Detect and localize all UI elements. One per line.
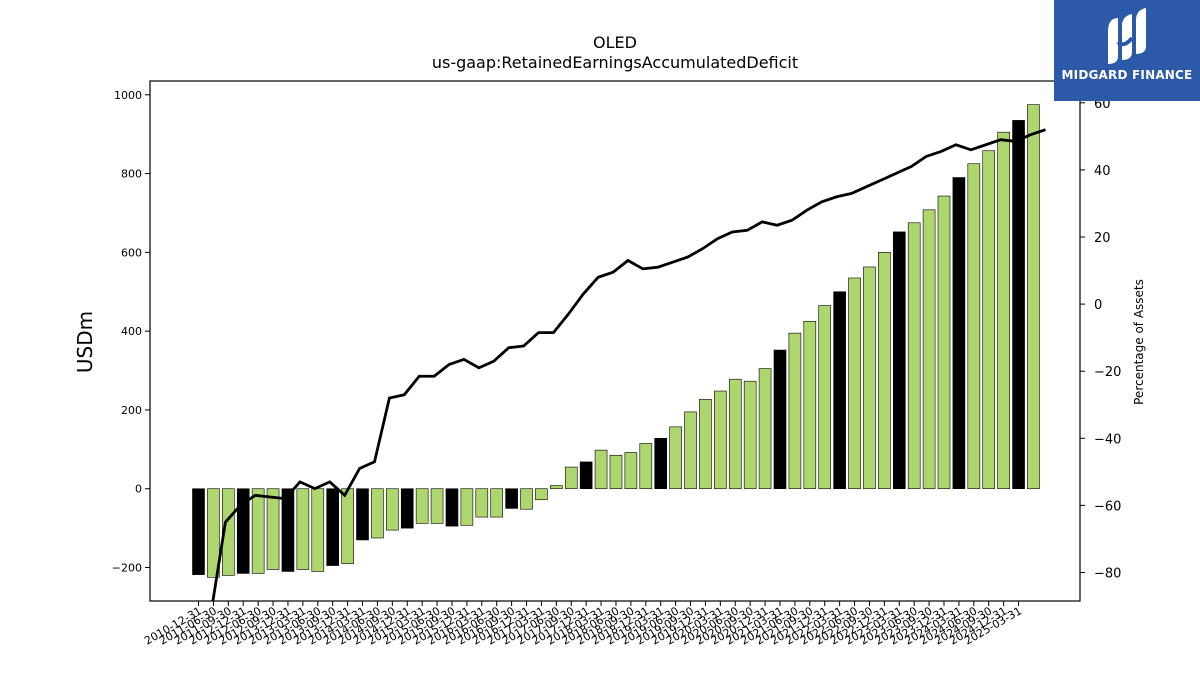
bar-54 [997, 131, 1010, 490]
bar-24 [550, 485, 563, 490]
plot-frame [149, 80, 1081, 602]
y-tick-label-0: −200 [112, 562, 142, 575]
bar-47 [892, 231, 906, 490]
bar-16 [430, 488, 444, 524]
bar-38 [758, 368, 772, 490]
bar-12 [371, 488, 384, 539]
bar-20 [490, 488, 504, 518]
bar-14 [400, 488, 414, 529]
bar-32 [669, 426, 682, 490]
bar-44 [848, 277, 861, 490]
bar-15 [415, 488, 429, 524]
bar-2 [222, 488, 235, 576]
y-axis-label: USDm [73, 311, 97, 373]
logo-text: MIDGARD FINANCE [1061, 68, 1193, 82]
bar-40 [788, 332, 802, 490]
bar-30 [639, 443, 653, 490]
bar-26 [579, 461, 593, 490]
bar-34 [699, 398, 712, 490]
chart-subtitle: us-gaap:RetainedEarningsAccumulatedDefic… [432, 53, 798, 72]
bar-33 [684, 411, 697, 490]
bar-6 [281, 488, 295, 572]
y-tick-label-3: 400 [121, 325, 142, 338]
bar-41 [803, 320, 817, 490]
bar-51 [952, 177, 966, 490]
bar-35 [714, 390, 727, 490]
bar-22 [520, 488, 533, 510]
y-tick-label-1: 0 [135, 483, 142, 496]
bar-5 [266, 488, 280, 570]
bar-4 [251, 488, 265, 574]
bar-46 [878, 252, 891, 490]
bar-9 [326, 488, 339, 566]
bar-56 [1027, 104, 1040, 490]
y-tick-label-2: 200 [121, 404, 142, 417]
y2-tick-label-5: 20 [1094, 231, 1111, 246]
bar-10 [341, 488, 354, 564]
bar-29 [624, 452, 638, 490]
assets-percentage-line [211, 128, 1046, 601]
bar-52 [967, 163, 981, 490]
bar-48 [907, 222, 921, 490]
bar-3 [236, 488, 250, 574]
bar-50 [937, 195, 951, 490]
bar-17 [445, 488, 459, 527]
bar-37 [743, 380, 757, 490]
bar-23 [535, 488, 548, 501]
bar-53 [982, 150, 996, 490]
bar-28 [609, 454, 623, 490]
bar-27 [594, 449, 608, 490]
midgard-logo-icon [1108, 8, 1146, 64]
y2-tick-label-6: 40 [1094, 164, 1111, 179]
bar-13 [386, 488, 399, 531]
chart-title: OLED [593, 33, 637, 52]
bar-36 [728, 378, 742, 490]
bar-21 [505, 488, 518, 509]
y-tick-label-4: 600 [121, 246, 142, 259]
bar-7 [296, 488, 310, 570]
bar-19 [475, 488, 489, 518]
bar-42 [818, 305, 832, 490]
bar-8 [311, 488, 325, 572]
bar-11 [356, 488, 369, 541]
y-tick-label-6: 1000 [114, 89, 142, 102]
y2-tick-label-1: −60 [1094, 499, 1121, 514]
y2-axis-label: Percentage of Assets [1132, 279, 1146, 405]
midgard-finance-logo: MIDGARD FINANCE [1054, 0, 1200, 101]
bar-1 [207, 488, 220, 578]
bar-49 [922, 209, 936, 490]
y-tick-label-5: 800 [121, 168, 142, 181]
y2-tick-label-0: −80 [1094, 566, 1121, 581]
y2-tick-label-2: −40 [1094, 432, 1121, 447]
bar-39 [773, 349, 787, 490]
bar-43 [833, 291, 846, 490]
bar-31 [654, 437, 668, 490]
bar-55 [1012, 120, 1025, 490]
bar-0 [192, 488, 205, 575]
bar-25 [564, 466, 578, 490]
bar-45 [863, 266, 876, 490]
y2-tick-label-4: 0 [1094, 298, 1102, 313]
bar-18 [460, 488, 474, 526]
y2-tick-label-3: −20 [1094, 365, 1121, 380]
